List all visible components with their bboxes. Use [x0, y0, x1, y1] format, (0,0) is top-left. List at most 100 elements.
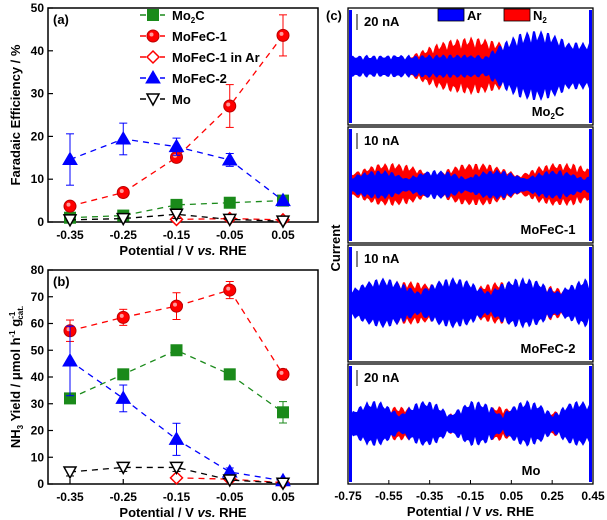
- data-point: [222, 474, 238, 488]
- ar-trace: [351, 169, 589, 200]
- y-tick-label: 30: [31, 397, 45, 411]
- y-tick-label: 20: [31, 129, 45, 143]
- data-point: [62, 214, 78, 228]
- edge-spike-left: [349, 10, 352, 123]
- legend-swatch-ar: [437, 8, 465, 22]
- edge-spike-right: [589, 129, 592, 241]
- series-line: [69, 35, 284, 207]
- data-point: [223, 99, 237, 113]
- legend-marker: [147, 9, 159, 21]
- x-tick-label: -0.25: [110, 490, 138, 504]
- edge-spike-left: [349, 129, 352, 241]
- x-tick-label: -0.75: [334, 489, 362, 503]
- y-axis-label: NH3 Yield / μmol h-1 g-1cat.: [8, 306, 25, 448]
- data-point: [62, 466, 78, 480]
- panel-label: (c): [326, 8, 342, 23]
- series-mo: [62, 208, 291, 229]
- data-point: [169, 470, 184, 485]
- subpanel-mofec-2: 10 nA MoFeC-2: [347, 244, 594, 363]
- data-point-highlight: [119, 313, 124, 318]
- subpanel-frame: [347, 244, 594, 363]
- series-mo2c: [64, 344, 289, 424]
- data-point: [117, 368, 130, 381]
- legend-label-n2: N2: [533, 8, 547, 25]
- x-tick-label: -0.35: [56, 228, 84, 242]
- data-point: [63, 199, 77, 213]
- data-point: [277, 406, 289, 419]
- sample-label: MoFeC-2: [521, 341, 576, 356]
- subpanel-mo: 20 nA Mo: [347, 363, 594, 485]
- data-point: [276, 367, 290, 381]
- plot-frame: [47, 7, 319, 223]
- data-point: [115, 390, 132, 404]
- subpanel-frame: [347, 126, 594, 244]
- x-tick-label: -0.35: [56, 490, 84, 504]
- x-tick-label: 0.25: [540, 489, 564, 503]
- data-point: [222, 213, 238, 227]
- data-point: [62, 352, 78, 367]
- y-tick-label: 0: [37, 215, 44, 229]
- subpanel-mo2c: 20 nA Mo2C: [347, 7, 594, 126]
- y-tick-label: 40: [31, 370, 45, 384]
- data-point-highlight: [226, 102, 231, 107]
- edge-spike-right: [589, 247, 592, 360]
- series-mofec-1: [63, 281, 290, 381]
- legend-label: MoFeC-2: [172, 71, 227, 86]
- y-tick-label: 10: [31, 172, 45, 186]
- series-line: [69, 213, 284, 222]
- data-point: [169, 208, 184, 222]
- panel-a: 0 10 20 30 40 50 -0.35 -0.25 -0.15 -0.05 0.05 Poten…: [8, 1, 319, 258]
- data-point-highlight: [173, 302, 177, 307]
- data-point: [275, 215, 291, 229]
- data-point: [115, 130, 132, 145]
- legend-marker: [145, 49, 161, 65]
- series-line: [69, 349, 284, 413]
- series-line: [69, 466, 284, 484]
- data-point: [62, 151, 78, 166]
- x-tick-label: -0.15: [457, 489, 485, 503]
- y-axis-label: Faradaic Efficiency / %: [8, 44, 23, 185]
- x-tick-label: -0.55: [375, 489, 403, 503]
- edge-spike-left: [349, 366, 352, 482]
- scale-bar-label: 10 nA: [364, 251, 400, 266]
- x-tick-label: 0.05: [500, 489, 524, 503]
- legend: Ar N2: [437, 8, 547, 25]
- data-point: [170, 299, 183, 313]
- data-point: [169, 461, 184, 475]
- legend-marker: [146, 29, 160, 43]
- x-tick-label: -0.35: [416, 489, 444, 503]
- series-line: [69, 199, 284, 219]
- y-tick-label: 50: [31, 1, 45, 15]
- data-point: [221, 151, 238, 166]
- panel-label: (b): [53, 274, 70, 289]
- scale-bar-label: 10 nA: [364, 133, 400, 148]
- y-tick-label: 60: [31, 317, 45, 331]
- legend-label: MoFeC-1: [172, 29, 227, 44]
- legend-marker: [145, 93, 161, 107]
- x-tick-label: -0.15: [163, 490, 191, 504]
- sample-label: MoFeC-1: [521, 222, 576, 237]
- y-tick-label: 30: [31, 87, 45, 101]
- data-point-highlight: [279, 31, 284, 36]
- sample-label: Mo: [522, 463, 541, 478]
- y-tick-label: 40: [31, 44, 45, 58]
- x-axis-label: Potential / V vs. RHE: [407, 504, 534, 519]
- edge-spike-right: [589, 366, 592, 482]
- x-tick-label: -0.25: [110, 228, 138, 242]
- data-point: [223, 368, 236, 381]
- scale-bar-label: 20 nA: [364, 370, 400, 385]
- data-point: [116, 310, 130, 324]
- y-tick-label: 20: [31, 424, 45, 438]
- panel-label: (a): [53, 12, 69, 27]
- panel-b: 0 10 20 30 40 50 60 70 80 -0.35 -0.25 -0.15 -0.05 0.0…: [8, 263, 319, 520]
- data-point: [170, 344, 183, 357]
- ar-trace: [351, 30, 589, 102]
- data-point: [275, 477, 291, 491]
- data-point-highlight: [66, 202, 71, 207]
- x-tick-label: -0.15: [163, 228, 191, 242]
- panel-c: 20 nA Mo2C 10 nA MoFeC-1 10 nA MoFeC-2 20 nA Mo…: [326, 7, 605, 519]
- y-tick-label: 50: [31, 343, 45, 357]
- y-tick-label: 10: [31, 450, 45, 464]
- legend-label: MoFeC-1 in Ar: [172, 50, 260, 65]
